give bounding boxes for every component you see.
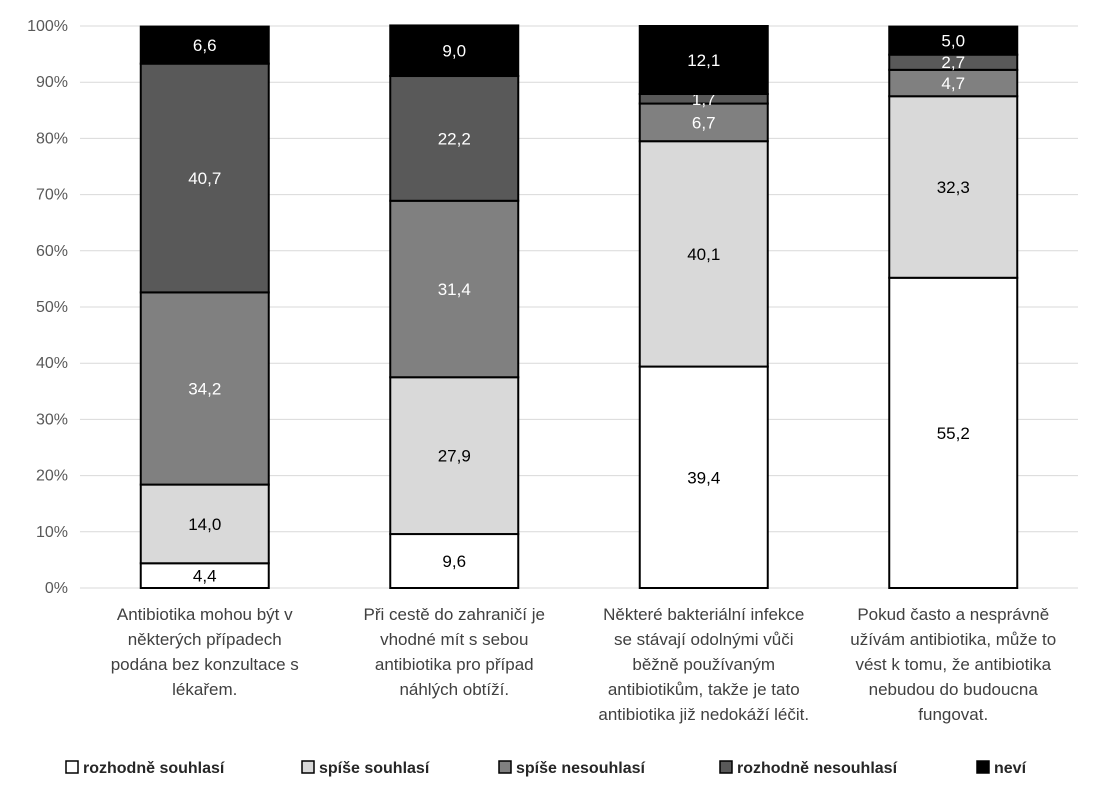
x-category-label: se stávají odolnými vůči — [614, 630, 794, 649]
x-category-label: Při cestě do zahraničí je — [364, 605, 545, 624]
y-tick-label: 70% — [36, 187, 68, 204]
legend-label: rozhodně souhlasí — [83, 760, 225, 777]
data-label: 12,1 — [687, 51, 720, 70]
y-tick-label: 30% — [36, 411, 68, 428]
x-category-label: antibiotika pro případ — [375, 655, 534, 674]
y-tick-label: 100% — [27, 18, 68, 35]
legend-label: spíše nesouhlasí — [516, 760, 645, 777]
x-category-label: nebudou do budoucna — [869, 680, 1039, 699]
x-category-label: fungovat. — [918, 705, 988, 724]
bar-segment — [139, 25, 270, 65]
data-label: 14,0 — [188, 515, 221, 534]
bar-segment — [139, 291, 270, 486]
x-category-label: některých případech — [128, 630, 282, 649]
data-label: 34,2 — [188, 379, 221, 398]
x-category-label: podána bez konzultace s — [111, 655, 299, 674]
legend-label: spíše souhlasí — [319, 760, 430, 777]
bar-segment — [888, 25, 1019, 56]
bar-segment — [389, 75, 520, 202]
x-category-label: náhlých obtíží. — [399, 680, 509, 699]
legend-label: rozhodně nesouhlasí — [737, 760, 898, 777]
x-category-label: Antibiotika mohou být v — [117, 605, 293, 624]
y-tick-label: 50% — [36, 299, 68, 316]
data-label: 6,6 — [193, 36, 217, 55]
legend-swatch — [719, 760, 733, 774]
y-tick-label: 0% — [45, 580, 68, 597]
x-category-label: antibiotika již nedokáží léčit. — [598, 705, 809, 724]
data-label: 31,4 — [438, 280, 471, 299]
bar-segment — [638, 25, 769, 96]
x-category-label: Některé bakteriální infekce — [603, 605, 804, 624]
y-tick-label: 60% — [36, 243, 68, 260]
data-label: 40,7 — [188, 169, 221, 188]
data-label: 22,2 — [438, 129, 471, 148]
legend-swatch — [65, 760, 79, 774]
data-label: 32,3 — [937, 178, 970, 197]
y-tick-label: 90% — [36, 74, 68, 91]
data-label: 9,0 — [442, 42, 466, 61]
bar-segment — [139, 62, 270, 294]
bar-segment — [389, 24, 520, 78]
bar-segment — [888, 276, 1019, 589]
bar-segment — [139, 483, 270, 565]
legend-swatch — [976, 760, 990, 774]
y-tick-label: 80% — [36, 130, 68, 147]
legend-label: neví — [994, 760, 1027, 777]
x-category-label: vhodné mít s sebou — [380, 630, 528, 649]
legend-swatch — [498, 760, 512, 774]
x-category-label: běžně používaným — [632, 655, 775, 674]
bar-segment — [888, 95, 1019, 279]
data-label: 40,1 — [687, 245, 720, 264]
data-label: 27,9 — [438, 447, 471, 466]
bar-segment — [389, 199, 520, 379]
y-tick-label: 10% — [36, 524, 68, 541]
bar-segment — [638, 102, 769, 143]
bar-segment — [638, 365, 769, 589]
data-label: 4,7 — [941, 74, 965, 93]
data-label: 55,2 — [937, 424, 970, 443]
x-category-label: antibiotikům, takže je tato — [608, 680, 800, 699]
x-category-label: užívám antibiotika, může to — [850, 630, 1056, 649]
x-category-label: Pokud často a nesprávně — [857, 605, 1049, 624]
data-label: 39,4 — [687, 468, 720, 487]
bar-segment — [638, 140, 769, 368]
y-tick-label: 40% — [36, 355, 68, 372]
legend-swatch — [301, 760, 315, 774]
data-label: 2,7 — [941, 53, 965, 72]
data-label: 4,4 — [193, 567, 217, 586]
x-category-label: vést k tomu, že antibiotika — [855, 655, 1051, 674]
y-tick-label: 20% — [36, 468, 68, 485]
bar-segment — [139, 562, 270, 589]
data-label: 9,6 — [442, 552, 466, 571]
data-label: 5,0 — [941, 32, 965, 51]
x-category-label: lékařem. — [172, 680, 237, 699]
data-label: 6,7 — [692, 113, 716, 132]
